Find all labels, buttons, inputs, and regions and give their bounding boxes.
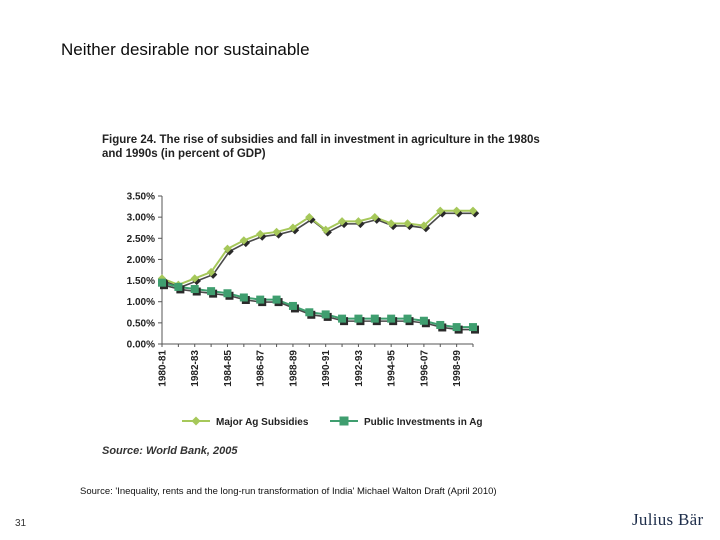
data-point — [190, 285, 199, 294]
data-point — [207, 287, 216, 296]
data-point — [452, 206, 461, 215]
series-subsidies — [157, 206, 480, 292]
y-tick-label: 3.50% — [127, 192, 155, 203]
data-point — [174, 282, 183, 291]
data-point — [223, 244, 232, 254]
data-point — [403, 219, 412, 228]
marker-shadow — [241, 238, 251, 248]
legend-item: Major Ag Subsidies — [182, 416, 309, 428]
data-point — [337, 217, 347, 226]
data-point — [338, 314, 347, 323]
source-note: Source: 'Inequality, rents and the long-… — [80, 486, 497, 497]
data-point — [256, 295, 265, 304]
x-tick-label: 1996-07 — [419, 350, 430, 387]
x-tick-label: 1986-87 — [256, 350, 267, 387]
legend-marker — [339, 416, 349, 426]
data-point — [387, 314, 396, 323]
line-chart: 3.50% 3.00% 2.50% 2.00% 1.50% 1.00% 0.50% 0.00%… — [127, 192, 483, 429]
data-point — [288, 301, 297, 310]
y-tick-label: 2.50% — [127, 234, 155, 245]
figure-caption: Figure 24. The rise of subsidies and fal… — [102, 134, 540, 160]
data-point — [321, 225, 330, 235]
data-point — [469, 323, 477, 332]
data-point — [272, 227, 281, 237]
x-tick-label: 1992-93 — [354, 350, 365, 387]
legend-label: Public Investments in Ag — [364, 417, 483, 428]
data-point — [288, 223, 298, 232]
data-point — [436, 320, 445, 329]
data-point — [468, 206, 478, 215]
data-point — [223, 289, 232, 298]
legend-marker — [191, 416, 201, 426]
page-number: 31 — [15, 518, 27, 529]
data-point — [239, 293, 248, 302]
series-investments — [158, 278, 479, 334]
data-point — [272, 295, 281, 304]
figure-source: Source: World Bank, 2005 — [102, 445, 238, 457]
marker-shadow — [356, 219, 365, 229]
x-tick-label: 1998-99 — [452, 350, 463, 387]
data-point — [321, 310, 330, 319]
data-point — [158, 278, 166, 287]
legend-label: Major Ag Subsidies — [216, 417, 309, 428]
data-point — [436, 206, 445, 215]
y-tick-label: 2.00% — [127, 255, 155, 266]
slide-title: Neither desirable nor sustainable — [61, 40, 310, 59]
data-point — [370, 314, 379, 323]
y-tick-label: 0.00% — [127, 340, 155, 351]
x-tick-label: 1994-95 — [387, 350, 398, 387]
data-point — [452, 323, 461, 332]
x-tick-label: 1982-83 — [190, 350, 201, 387]
data-point — [403, 314, 412, 323]
brand-logo: Julius Bär — [632, 510, 704, 529]
data-point — [305, 212, 314, 222]
y-tick-label: 1.50% — [127, 276, 155, 287]
x-tick-label: 1980-81 — [158, 350, 169, 387]
data-point — [370, 212, 379, 222]
data-point — [354, 217, 363, 226]
data-point — [419, 221, 429, 230]
y-tick-label: 3.00% — [127, 213, 155, 224]
data-point — [386, 219, 396, 228]
data-point — [239, 236, 249, 245]
data-point — [256, 229, 265, 239]
x-tick-label: 1990-91 — [321, 350, 332, 387]
x-tick-label: 1984-85 — [223, 350, 234, 387]
data-point — [157, 274, 167, 283]
marker-shadow — [323, 228, 332, 237]
data-point — [419, 316, 428, 325]
data-point — [354, 314, 363, 323]
data-point — [305, 308, 314, 317]
y-tick-label: 1.00% — [127, 297, 155, 308]
y-tick-label: 0.50% — [127, 318, 155, 329]
marker-shadow — [388, 221, 398, 231]
data-point — [190, 274, 199, 283]
legend-item: Public Investments in Ag — [330, 416, 483, 428]
figure: 3.50% 3.00% 2.50% 2.00% 1.50% 1.00% 0.50% 0.00%… — [90, 125, 560, 460]
x-tick-label: 1988-89 — [288, 350, 299, 387]
